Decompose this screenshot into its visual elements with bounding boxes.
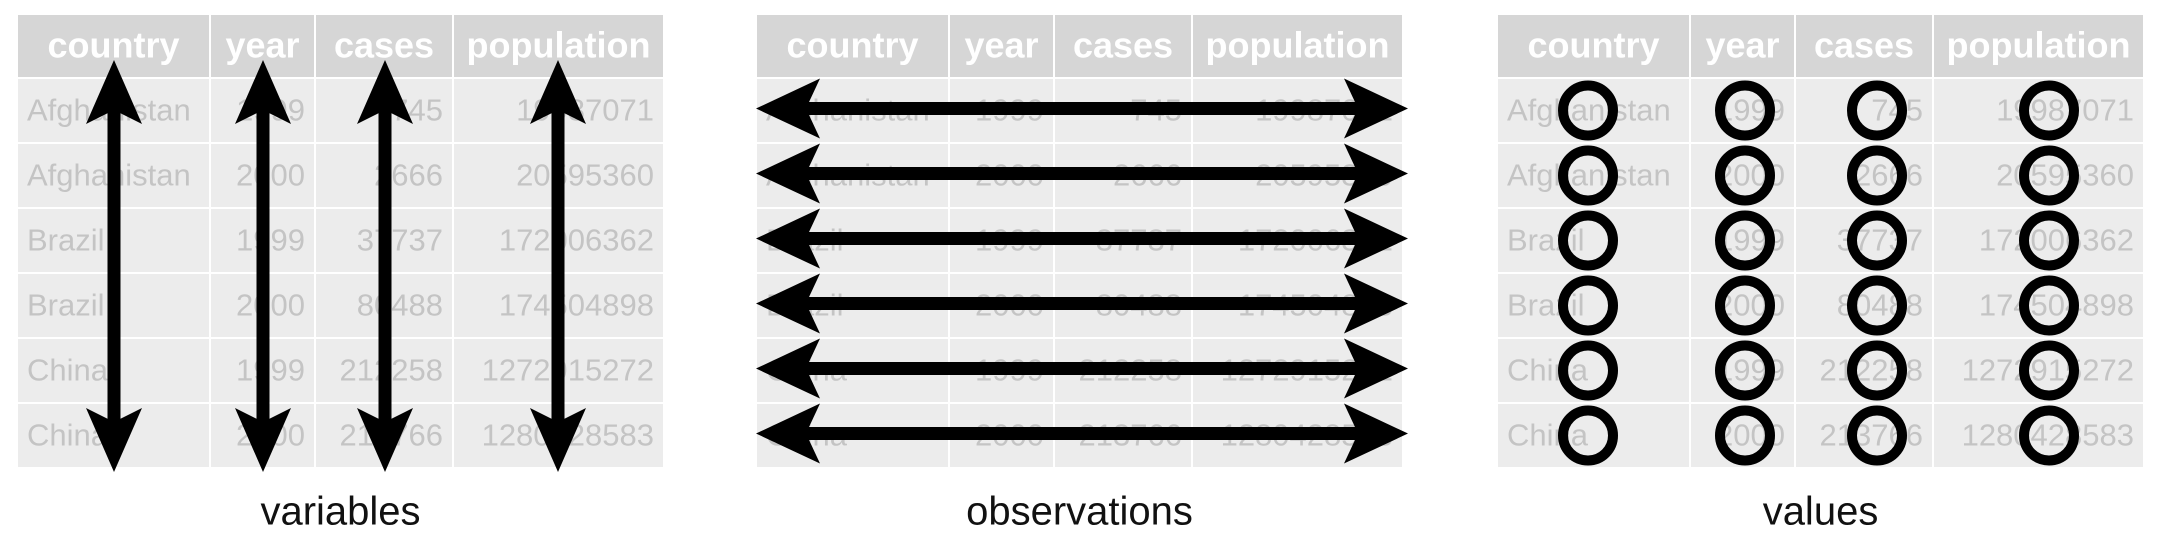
value-circle [1847,405,1907,466]
header-text: population [1206,25,1390,66]
cell-text: China [27,353,109,388]
value-circle [1715,145,1775,206]
header-cell [1191,13,1404,79]
cell-text: China [1507,353,1589,388]
cell-text: Brazil [1507,223,1585,258]
cell-text: 2000 [236,288,305,323]
cell-text: Afghanistan [1507,158,1671,193]
arrow-head [756,208,820,269]
cell-text: China [1507,418,1589,453]
header-text: year [1705,25,1779,66]
panel: countryyearcasespopulationAfghanistan199… [755,13,1408,534]
value-circle [2019,80,2079,141]
arrow-head [235,408,291,472]
value-circle [1715,405,1775,466]
value-circle [1715,275,1775,336]
overlay [756,78,1408,464]
cell-text: 172006362 [1979,223,2134,258]
arrow-head [86,60,142,124]
header-cell [1932,13,2145,79]
value-circle [1847,275,1907,336]
cell-text: 20595360 [516,158,654,193]
header-cell [1053,13,1193,79]
arrow-head [1344,143,1408,204]
arrow-head [1344,273,1408,334]
arrow-head [756,143,820,204]
arrow-head [1344,403,1408,464]
panel-caption: values [1763,490,1879,534]
cell-text: 172006362 [499,223,654,258]
value-circle [1558,80,1618,141]
value-circle [2019,275,2079,336]
cell-text: 37737 [357,223,443,258]
header-text: year [225,25,299,66]
cell-text: 2000 [236,158,305,193]
arrow-head [235,60,291,124]
cell-text: 174504898 [1979,288,2134,323]
cell-text: 80488 [357,288,443,323]
cell-text: 212258 [1820,353,1923,388]
value-circle [1715,210,1775,271]
cell-text: 174504898 [499,288,654,323]
arrow-head [1344,78,1408,139]
panel-caption: variables [260,490,420,534]
value-circle [2019,210,2079,271]
header-text: year [964,25,1038,66]
cell-text: 1999 [236,223,305,258]
arrow-head [530,408,586,472]
cell-text: 213766 [1820,418,1923,453]
value-circle [1558,405,1618,466]
value-circle [1715,340,1775,401]
arrow-head [756,403,820,464]
value-circle [1847,80,1907,141]
cell-text: 1272915272 [1962,353,2134,388]
value-circle [1847,145,1907,206]
value-circle [1715,80,1775,141]
header-text: population [467,25,651,66]
header-text: population [1947,25,2131,66]
header-text: cases [1073,25,1173,66]
arrow-head [756,273,820,334]
value-circle [2019,145,2079,206]
header-text: country [786,25,918,66]
value-circle [1558,275,1618,336]
value-circle [2019,340,2079,401]
header-text: cases [1814,25,1914,66]
header-cell [948,13,1055,79]
value-circle [1847,340,1907,401]
cell-text: Afghanistan [1507,93,1671,128]
value-circle [1558,210,1618,271]
value-circle [2019,405,2079,466]
value-circle [1847,210,1907,271]
arrow-head [756,338,820,399]
cell-text: 1272915272 [482,353,654,388]
value-circle [1558,145,1618,206]
panel-caption: observations [966,490,1193,534]
arrow-head [1344,338,1408,399]
arrow-head [357,60,413,124]
overlay [1558,80,2079,466]
arrow-head [86,408,142,472]
cell-text: 1999 [236,353,305,388]
cell-text: 1280428583 [1962,418,2134,453]
header-text: country [47,25,179,66]
header-cell [1794,13,1934,79]
header-text: cases [334,25,434,66]
header-text: country [1527,25,1659,66]
cell-text: Brazil [27,223,105,258]
value-circle [1558,340,1618,401]
panel: countryyearcasespopulationAfghanistan199… [16,13,665,534]
arrow-head [1344,208,1408,269]
cell-text: Brazil [27,288,105,323]
arrow-head [530,60,586,124]
arrow-head [357,408,413,472]
cell-text: Brazil [1507,288,1585,323]
overlay [86,60,586,472]
cell-text: 2666 [1854,158,1923,193]
header-cell [755,13,950,79]
arrow-head [756,78,820,139]
